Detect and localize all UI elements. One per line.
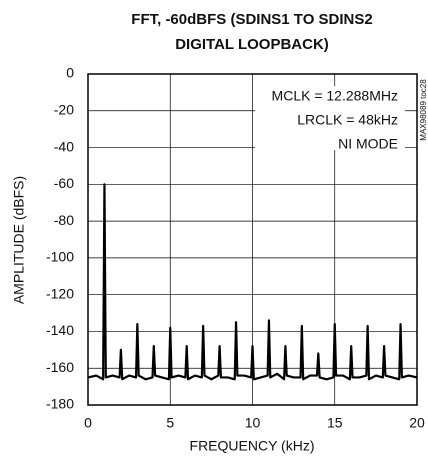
y-tick-label: -60 (54, 175, 74, 191)
y-tick-label: -180 (46, 396, 74, 412)
annotation-box (255, 86, 405, 150)
y-tick-label: -80 (54, 212, 74, 228)
annotation: LRCLK = 48kHz (297, 112, 398, 128)
x-tick-label: 0 (84, 415, 92, 431)
chart-title: DIGITAL LOOPBACK) (175, 36, 329, 53)
y-axis-title: AMPLITUDE (dBFS) (11, 176, 27, 304)
y-tick-label: -160 (46, 359, 74, 375)
x-tick-label: 5 (166, 415, 174, 431)
y-tick-label: -100 (46, 249, 74, 265)
y-tick-label: -40 (54, 138, 74, 154)
x-tick-label: 10 (245, 415, 261, 431)
fft-line (87, 183, 418, 381)
annotation: NI MODE (338, 136, 398, 152)
y-tick-label: -20 (54, 101, 74, 117)
y-tick-label: 0 (66, 65, 74, 81)
side-label: MAX98089 toc28 (419, 79, 428, 141)
x-tick-label: 20 (409, 415, 425, 431)
x-tick-label: 15 (327, 415, 343, 431)
x-axis-title: FREQUENCY (kHz) (190, 438, 315, 454)
plot-frame (87, 73, 418, 406)
chart-title: FFT, -60dBFS (SDINS1 TO SDINS2 (131, 11, 372, 28)
y-tick-label: -140 (46, 322, 74, 338)
y-tick-label: -120 (46, 285, 74, 301)
annotation: MCLK = 12.288MHz (272, 88, 398, 104)
